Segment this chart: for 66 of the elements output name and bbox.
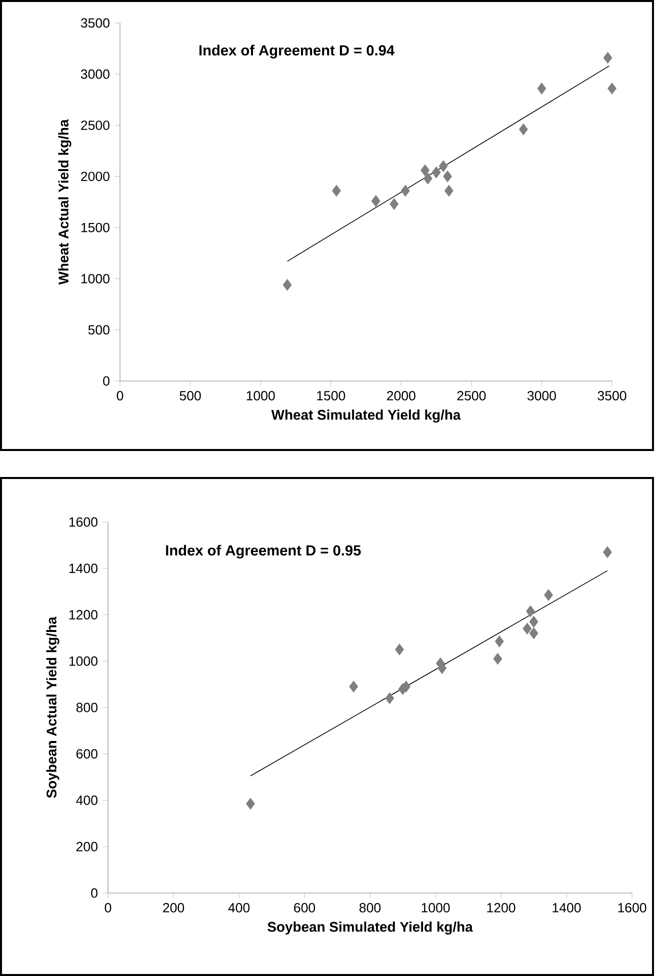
x-tick-label: 1600 bbox=[618, 903, 646, 912]
x-tick-label: 400 bbox=[228, 903, 250, 912]
x-tick-label: 3000 bbox=[527, 391, 556, 400]
x-tick-label: 500 bbox=[180, 391, 201, 400]
x-tick-label: 1500 bbox=[317, 391, 346, 400]
point bbox=[332, 185, 341, 196]
y-tick-label: 1600 bbox=[69, 517, 98, 527]
point bbox=[493, 653, 502, 665]
y-axis-title: Wheat Actual Yield kg/ha bbox=[58, 119, 72, 285]
x-tick-label: 1200 bbox=[487, 903, 516, 912]
point bbox=[349, 680, 358, 692]
point bbox=[526, 606, 535, 617]
y-tick-label: 0 bbox=[91, 888, 98, 898]
point bbox=[529, 628, 538, 640]
y-tick-label: 1000 bbox=[81, 274, 110, 284]
x-tick-label: 200 bbox=[163, 903, 184, 912]
y-tick-label: 800 bbox=[76, 702, 98, 712]
x-tick-label: 1400 bbox=[552, 903, 581, 912]
point bbox=[246, 798, 255, 810]
y-axis-title: Soybean Actual Yield kg/ha bbox=[46, 616, 60, 798]
point bbox=[390, 198, 399, 210]
y-tick-label: 600 bbox=[76, 749, 98, 759]
annotation: Index of Agreement D = 0.95 bbox=[166, 544, 361, 559]
x-axis-title: Soybean Simulated Yield kg/ha bbox=[268, 922, 473, 935]
y-tick-label: 3500 bbox=[80, 18, 110, 28]
point bbox=[519, 124, 528, 136]
x-tick-label: 2000 bbox=[387, 391, 416, 400]
point bbox=[444, 185, 454, 196]
point bbox=[603, 52, 612, 64]
x-tick-label: 0 bbox=[116, 391, 124, 400]
point bbox=[371, 195, 380, 207]
point bbox=[395, 644, 404, 656]
point bbox=[603, 546, 612, 558]
point bbox=[420, 164, 430, 176]
x-tick-label: 3500 bbox=[598, 391, 626, 400]
point bbox=[385, 692, 394, 704]
point bbox=[608, 82, 616, 94]
point bbox=[537, 82, 546, 94]
x-tick-label: 1000 bbox=[246, 391, 275, 400]
x-tick-label: 1000 bbox=[422, 903, 450, 912]
y-tick-label: 2000 bbox=[81, 172, 110, 182]
y-tick-label: 0 bbox=[103, 376, 110, 386]
point bbox=[529, 616, 538, 628]
y-tick-label: 200 bbox=[76, 842, 98, 852]
x-tick-label: 600 bbox=[294, 903, 316, 912]
y-tick-label: 400 bbox=[76, 796, 98, 805]
point bbox=[522, 622, 532, 634]
point bbox=[282, 279, 292, 291]
x-tick-label: 800 bbox=[360, 903, 381, 912]
point bbox=[423, 172, 432, 184]
point bbox=[400, 185, 410, 196]
point bbox=[438, 160, 448, 172]
point bbox=[494, 636, 504, 648]
y-tick-label: 1500 bbox=[81, 222, 110, 232]
point bbox=[544, 589, 553, 601]
y-tick-label: 1400 bbox=[69, 564, 98, 574]
x-tick-label: 2500 bbox=[457, 391, 486, 400]
point bbox=[432, 166, 441, 178]
y-tick-label: 500 bbox=[88, 325, 110, 335]
annotation: Index of Agreement D = 0.94 bbox=[199, 44, 394, 58]
y-tick-label: 1000 bbox=[69, 656, 98, 666]
y-tick-label: 3000 bbox=[80, 69, 110, 79]
y-tick-label: 1200 bbox=[69, 610, 98, 620]
point bbox=[443, 170, 452, 182]
x-axis-title: Wheat Simulated Yield kg/ha bbox=[271, 410, 461, 423]
y-tick-label: 2500 bbox=[81, 120, 110, 130]
